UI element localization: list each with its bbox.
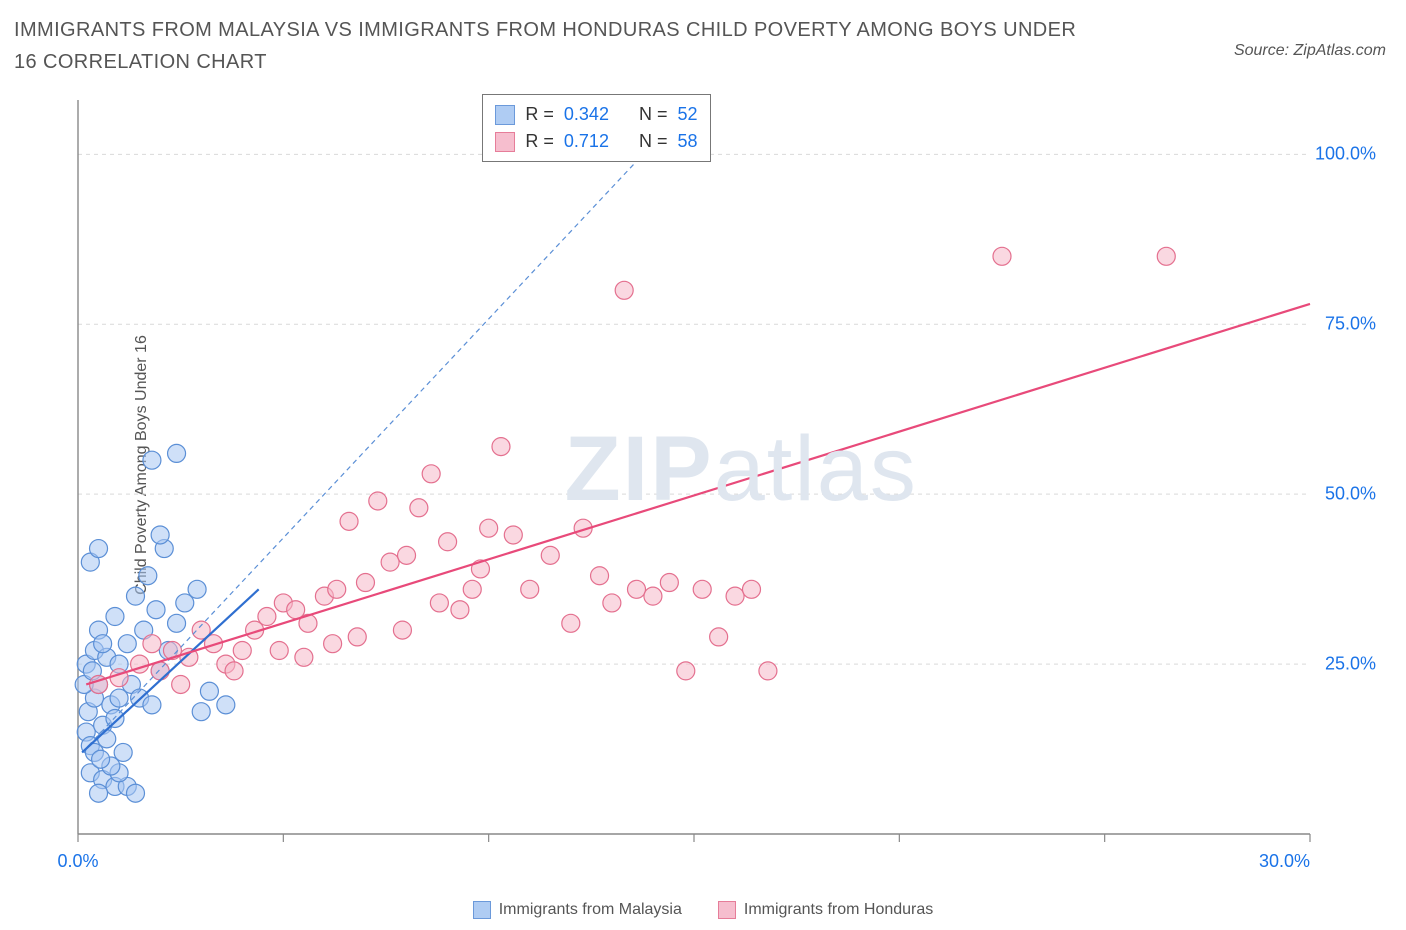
legend-label: Immigrants from Honduras <box>744 901 933 919</box>
legend-label: Immigrants from Malaysia <box>499 901 682 919</box>
chart-title-block: IMMIGRANTS FROM MALAYSIA VS IMMIGRANTS F… <box>14 14 1094 78</box>
source-attribution: Source: ZipAtlas.com <box>1234 42 1386 60</box>
legend-bottom: Immigrants from Malaysia Immigrants from … <box>0 901 1406 924</box>
plot-svg <box>60 90 1380 870</box>
n-value: 58 <box>677 128 697 155</box>
y-tick-label: 100.0% <box>1315 144 1376 165</box>
swatch-malaysia <box>495 105 515 125</box>
n-value: 52 <box>677 101 697 128</box>
source-name: ZipAtlas.com <box>1294 42 1386 59</box>
legend-swatch-honduras <box>718 901 736 919</box>
stats-row-honduras: R = 0.712 N = 58 <box>495 128 697 155</box>
chart-title: IMMIGRANTS FROM MALAYSIA VS IMMIGRANTS F… <box>14 14 1094 78</box>
stats-row-malaysia: R = 0.342 N = 52 <box>495 101 697 128</box>
source-prefix: Source: <box>1234 42 1294 59</box>
r-label: R = <box>525 128 554 155</box>
r-value: 0.712 <box>564 128 609 155</box>
x-tick-label: 0.0% <box>57 851 98 872</box>
y-tick-label: 50.0% <box>1325 484 1376 505</box>
n-label: N = <box>639 101 668 128</box>
swatch-honduras <box>495 132 515 152</box>
y-tick-label: 25.0% <box>1325 654 1376 675</box>
r-value: 0.342 <box>564 101 609 128</box>
correlation-chart: IMMIGRANTS FROM MALAYSIA VS IMMIGRANTS F… <box>0 0 1406 930</box>
stats-legend-box: R = 0.342 N = 52 R = 0.712 N = 58 <box>482 94 710 162</box>
plot-area: ZIPatlas R =0.342N =52R =0.712N =58 25.0… <box>60 90 1380 870</box>
legend-item-honduras: Immigrants from Honduras <box>718 901 933 919</box>
legend-swatch-malaysia <box>473 901 491 919</box>
r-label: R = <box>525 101 554 128</box>
y-tick-label: 75.0% <box>1325 314 1376 335</box>
n-label: N = <box>639 128 668 155</box>
x-tick-label: 30.0% <box>1259 851 1310 872</box>
legend-item-malaysia: Immigrants from Malaysia <box>473 901 682 919</box>
